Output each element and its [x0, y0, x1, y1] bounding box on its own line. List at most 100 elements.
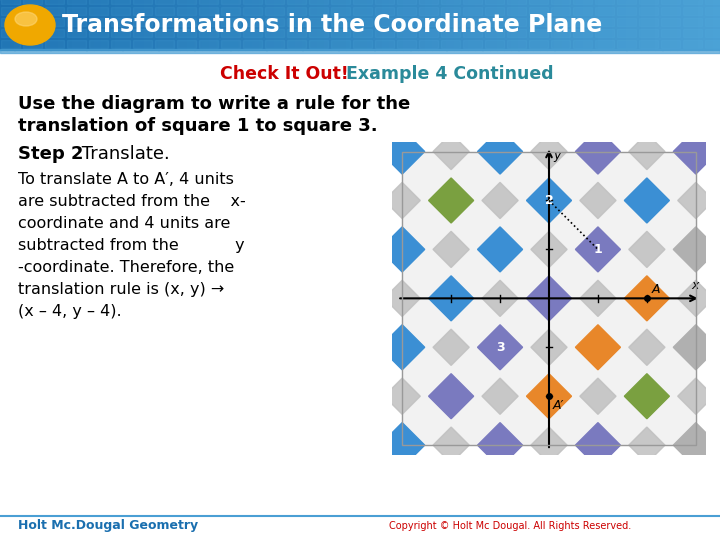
Bar	[353, 18, 372, 26]
Bar	[540, 0, 547, 50]
Bar	[302, 0, 310, 50]
Text: 2: 2	[544, 194, 554, 207]
Bar	[216, 0, 223, 50]
Bar	[317, 0, 324, 50]
Bar	[14, 0, 22, 50]
Bar	[295, 0, 302, 50]
Bar	[639, 18, 658, 26]
Bar	[706, 0, 713, 50]
Polygon shape	[526, 276, 572, 321]
Bar	[111, 29, 130, 37]
Bar	[133, 40, 152, 48]
Bar	[259, 0, 266, 50]
Bar	[58, 0, 65, 50]
Bar	[441, 40, 460, 48]
Bar	[705, 29, 720, 37]
Polygon shape	[673, 227, 719, 272]
Text: Translate.: Translate.	[76, 145, 170, 163]
Bar	[243, 0, 262, 4]
Bar	[23, 18, 42, 26]
Bar	[655, 0, 662, 50]
Bar	[238, 0, 245, 50]
Ellipse shape	[5, 5, 55, 45]
Bar	[180, 0, 187, 50]
Bar	[590, 0, 598, 50]
Bar	[419, 29, 438, 37]
Bar	[130, 0, 137, 50]
Bar	[547, 0, 554, 50]
Bar	[1, 40, 20, 48]
Bar	[485, 29, 504, 37]
Bar	[419, 40, 438, 48]
Bar	[397, 29, 416, 37]
Bar	[617, 7, 636, 15]
Polygon shape	[433, 427, 469, 463]
Bar	[243, 40, 262, 48]
Bar	[396, 0, 403, 50]
Bar	[230, 0, 238, 50]
Polygon shape	[575, 129, 621, 174]
Bar	[65, 0, 72, 50]
Bar	[617, 40, 636, 48]
Bar	[202, 0, 209, 50]
Bar	[446, 0, 454, 50]
Bar	[331, 18, 350, 26]
Bar	[683, 29, 702, 37]
Bar	[177, 7, 196, 15]
Bar	[158, 0, 166, 50]
Bar	[573, 29, 592, 37]
Polygon shape	[575, 325, 621, 370]
Bar	[243, 29, 262, 37]
Text: A: A	[652, 283, 660, 296]
Bar	[705, 40, 720, 48]
Bar	[101, 0, 108, 50]
Bar	[86, 0, 94, 50]
Bar	[639, 29, 658, 37]
Bar	[507, 0, 526, 4]
Bar	[151, 0, 158, 50]
Polygon shape	[379, 129, 425, 174]
Text: y: y	[553, 149, 560, 162]
Bar	[265, 29, 284, 37]
Bar	[67, 40, 86, 48]
Bar	[670, 0, 677, 50]
Bar	[199, 0, 218, 4]
Bar	[45, 7, 64, 15]
Bar	[287, 7, 306, 15]
Bar	[173, 0, 180, 50]
Bar	[497, 0, 504, 50]
Bar	[375, 0, 394, 4]
Bar	[595, 0, 614, 4]
Polygon shape	[477, 423, 523, 468]
Bar	[382, 0, 389, 50]
Polygon shape	[673, 325, 719, 370]
Bar	[133, 7, 152, 15]
Polygon shape	[482, 378, 518, 414]
Bar	[595, 18, 614, 26]
Bar	[7, 0, 14, 50]
Polygon shape	[477, 325, 523, 370]
Bar	[529, 29, 548, 37]
Bar	[274, 0, 281, 50]
Polygon shape	[482, 280, 518, 316]
Bar	[287, 40, 306, 48]
Polygon shape	[531, 133, 567, 170]
Bar	[309, 40, 328, 48]
Bar	[265, 7, 284, 15]
Bar	[425, 0, 432, 50]
Polygon shape	[384, 280, 420, 316]
Bar	[243, 7, 262, 15]
Bar	[432, 0, 439, 50]
Bar	[683, 40, 702, 48]
Bar	[598, 0, 605, 50]
Bar	[265, 40, 284, 48]
Bar	[583, 0, 590, 50]
Bar	[67, 18, 86, 26]
Polygon shape	[477, 129, 523, 174]
Polygon shape	[379, 423, 425, 468]
Bar	[705, 18, 720, 26]
Bar	[562, 0, 569, 50]
Bar	[353, 0, 372, 4]
Bar	[529, 18, 548, 26]
Polygon shape	[575, 227, 621, 272]
